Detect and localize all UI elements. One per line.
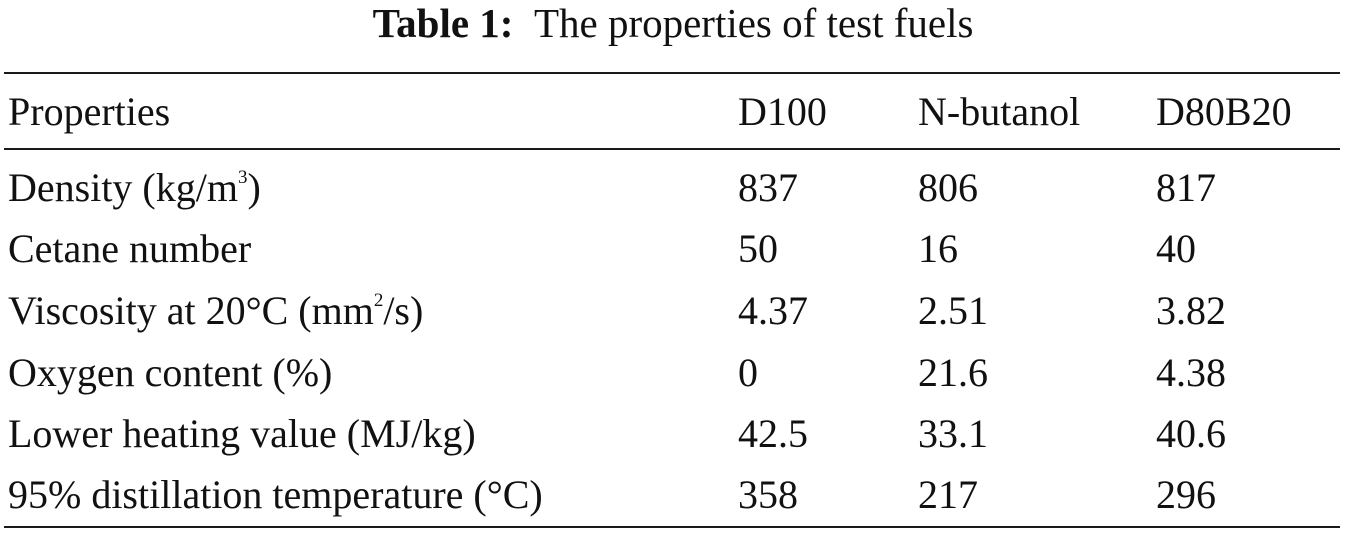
table-row: Cetane number 50 16 40 [0,219,1346,279]
table-bottom-rule [4,526,1340,528]
row-property-label: Oxygen content (%) [8,350,333,395]
row-value-d80b20: 296 [1156,472,1216,517]
row-value-n-butanol: 217 [918,472,978,517]
row-value-n-butanol: 33.1 [918,411,988,456]
header-d100: D100 [738,89,827,134]
row-property-label: Lower heating value (MJ/kg) [8,411,476,456]
row-value-d100: 358 [738,472,798,517]
table-row: Density (kg/m3) 837 806 817 [0,158,1346,218]
row-value-d100: 50 [738,226,778,271]
table-row: Oxygen content (%) 0 21.6 4.38 [0,343,1346,403]
row-value-n-butanol: 21.6 [918,350,988,395]
table-top-rule [4,72,1340,74]
header-properties: Properties [8,89,171,134]
row-value-d80b20: 817 [1156,165,1216,210]
table-row: Lower heating value (MJ/kg) 42.5 33.1 40… [0,404,1346,464]
row-value-d100: 0 [738,350,758,395]
row-value-d100: 42.5 [738,411,808,456]
row-value-d80b20: 40.6 [1156,411,1226,456]
row-value-d100: 837 [738,165,798,210]
row-value-d80b20: 4.38 [1156,350,1226,395]
row-property-label: Density (kg/m3) [8,165,261,210]
header-d80b20: D80B20 [1156,89,1292,134]
row-value-d80b20: 40 [1156,226,1196,271]
header-n-butanol: N-butanol [918,89,1081,134]
table-caption-text: The properties of test fuels [533,0,974,46]
row-value-n-butanol: 806 [918,165,978,210]
row-value-d100: 4.37 [738,288,808,333]
table-header-rule [4,148,1340,150]
row-property-label: Viscosity at 20°C (mm2/s) [8,288,424,333]
row-value-n-butanol: 2.51 [918,288,988,333]
row-property-label: 95% distillation temperature (°C) [8,472,543,517]
table-caption-label: Table 1: [372,0,514,46]
row-value-d80b20: 3.82 [1156,288,1226,333]
row-value-n-butanol: 16 [918,226,958,271]
table-header-row: Properties D100 N-butanol D80B20 [0,82,1346,142]
table-row: Viscosity at 20°C (mm2/s) 4.37 2.51 3.82 [0,281,1346,341]
table-row: 95% distillation temperature (°C) 358 21… [0,465,1346,525]
table-caption: Table 1: The properties of test fuels [0,0,1346,56]
row-property-label: Cetane number [8,226,252,271]
